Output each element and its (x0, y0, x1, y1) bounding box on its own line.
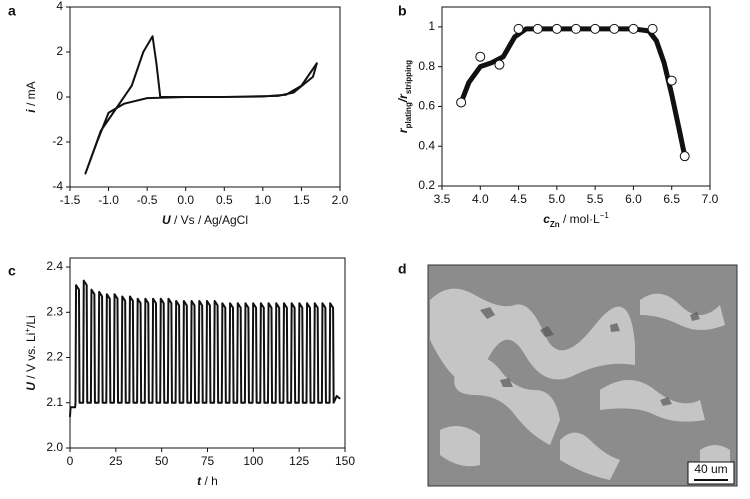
axis-label: i / mA (24, 81, 38, 112)
y-tick-label: 4 (56, 0, 63, 13)
panel-label: d (398, 261, 407, 277)
data-line (84, 35, 318, 175)
plot-frame (441, 6, 711, 187)
axis-label: U / Vs / Ag/AgCl (162, 213, 248, 227)
x-tick-label: 50 (155, 454, 169, 468)
axis-label-part: + (23, 328, 32, 333)
y-tick-label: 0.8 (418, 59, 435, 73)
x-tick-label: -1.0 (98, 193, 119, 207)
axis-label: rplating/rstripping (396, 60, 412, 133)
axis-label-part: −1 (600, 211, 610, 220)
axis-label-part: / mol·L (560, 212, 600, 226)
data-line (458, 26, 688, 159)
panel-label: c (8, 263, 16, 279)
axis-label-part: U (24, 382, 38, 391)
x-tick-label: 75 (201, 454, 215, 468)
data-point (571, 23, 581, 34)
axis-label-part: r (396, 93, 410, 99)
y-tick-label: 2.2 (46, 350, 63, 364)
data-point (647, 23, 658, 34)
data-point (494, 59, 505, 70)
x-tick-label: 0.5 (216, 193, 233, 207)
scale-bar-box (687, 461, 735, 485)
y-tick-label: 2.0 (46, 440, 63, 454)
data-point (551, 23, 562, 34)
scale-bar-label: 40 um (694, 462, 727, 476)
axis-label-part: c (543, 212, 550, 226)
y-tick-label: -4 (52, 179, 63, 193)
data-point (609, 23, 620, 34)
x-tick-label: 6.5 (663, 192, 680, 206)
axis-label-part: /Li (24, 315, 38, 328)
x-tick-label: 4.5 (510, 192, 527, 206)
axis-label-part: / Vs / Ag/AgCl (171, 213, 248, 227)
y-tick-label: 2.3 (46, 304, 63, 318)
x-tick-label: 5.0 (549, 192, 566, 206)
y-tick-label: 0.6 (418, 99, 435, 113)
axis-label-part: plating (404, 102, 413, 128)
x-tick-label: 1.0 (255, 193, 272, 207)
data-point (513, 23, 524, 34)
y-tick-label: 2.1 (46, 395, 63, 409)
x-tick-label: 25 (109, 454, 123, 468)
axis-label-part: r (396, 127, 410, 133)
axis-label-part: / h (201, 474, 218, 488)
axis-label: U / V vs. Li+/Li (23, 315, 39, 390)
axis-label-part: U (162, 213, 171, 227)
panel-label: b (398, 3, 407, 19)
axis-label-part: / V vs. Li (24, 333, 38, 382)
axis-label: cZn / mol·L−1 (543, 211, 609, 229)
x-tick-label: 150 (335, 454, 355, 468)
y-tick-label: 0.4 (418, 138, 435, 152)
data-point (456, 97, 467, 108)
y-tick-label: 2 (56, 44, 63, 58)
axis-label: t / h (197, 474, 218, 488)
image-frame (427, 264, 738, 487)
axis-label-part: / (396, 97, 410, 103)
axis-label-part: stripping (404, 60, 413, 94)
axis-label-part: Zn (550, 220, 560, 229)
panel-label: a (8, 3, 16, 19)
axis-label-part: i (24, 109, 38, 113)
x-tick-label: 125 (289, 454, 309, 468)
x-tick-label: 4.0 (472, 192, 489, 206)
x-tick-label: 100 (243, 454, 263, 468)
x-tick-label: 2.0 (332, 193, 349, 207)
y-tick-label: 0.2 (418, 178, 435, 192)
data-point (666, 75, 677, 86)
x-tick-label: 1.5 (293, 193, 310, 207)
x-tick-label: -1.5 (60, 193, 81, 207)
y-tick-label: 2.4 (46, 259, 63, 273)
data-line (69, 279, 341, 418)
y-tick-label: 0 (56, 89, 63, 103)
data-point (475, 51, 486, 62)
x-tick-label: 7.0 (702, 192, 719, 206)
x-tick-label: -0.5 (137, 193, 158, 207)
x-tick-label: 0.0 (177, 193, 194, 207)
axis-label-part: / mA (24, 81, 38, 109)
axis-label-part: t (197, 474, 202, 488)
y-tick-label: -2 (52, 134, 63, 148)
x-tick-label: 5.5 (587, 192, 604, 206)
x-tick-label: 0 (67, 454, 74, 468)
sem-image (428, 265, 737, 486)
data-point (679, 151, 690, 162)
y-tick-label: 1 (428, 19, 435, 33)
x-tick-label: 6.0 (625, 192, 642, 206)
data-point (590, 23, 601, 34)
x-tick-label: 3.5 (434, 192, 451, 206)
data-point (532, 23, 543, 34)
data-point (628, 23, 639, 34)
